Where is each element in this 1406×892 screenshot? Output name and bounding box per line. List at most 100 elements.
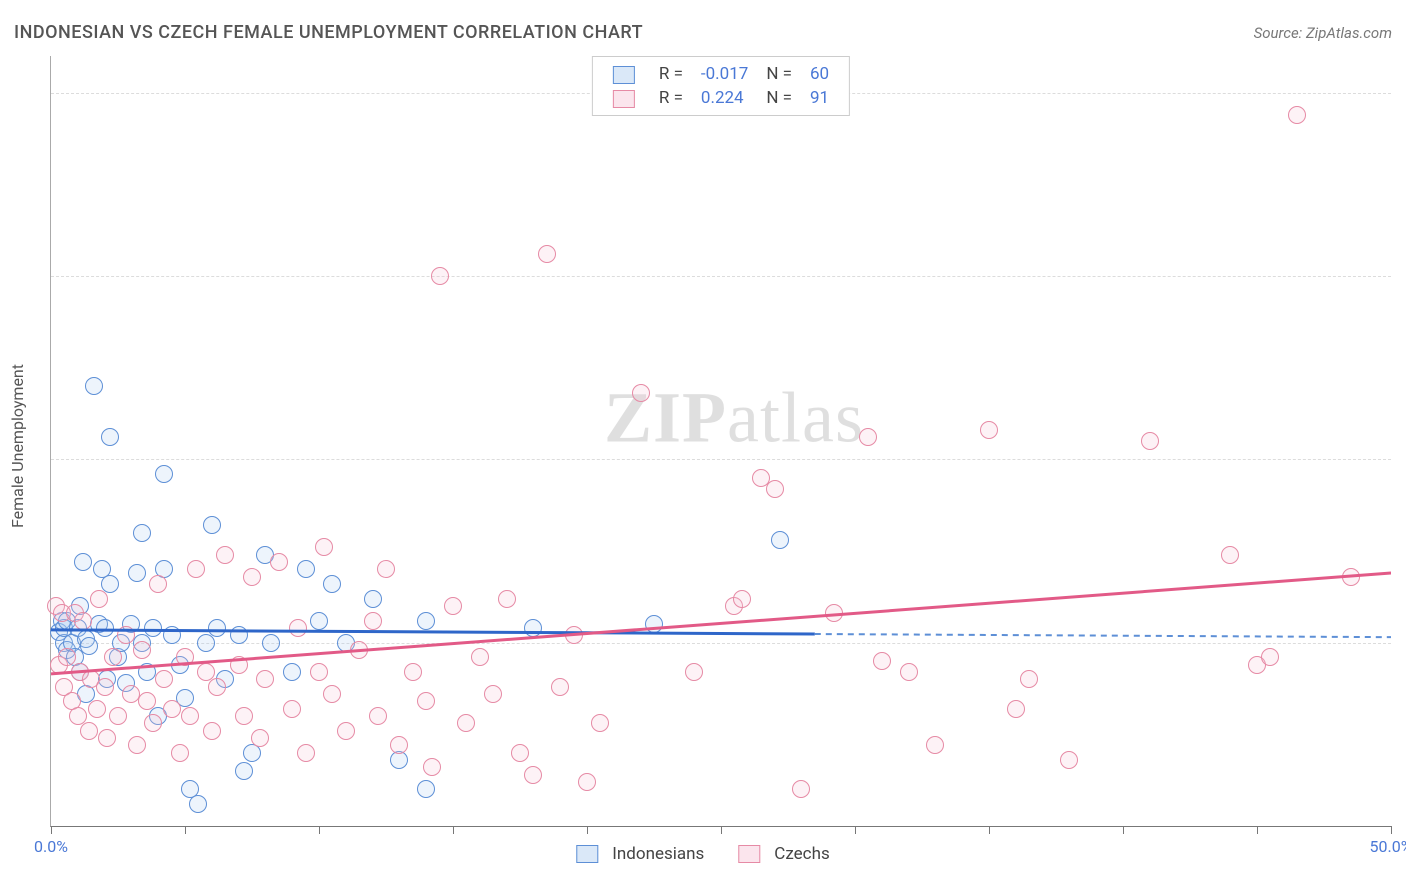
data-point	[283, 700, 301, 718]
data-point	[350, 641, 368, 659]
data-point	[337, 722, 355, 740]
gridline	[51, 643, 1391, 644]
data-point	[1261, 648, 1279, 666]
data-point	[117, 626, 135, 644]
data-point	[471, 648, 489, 666]
data-point	[926, 736, 944, 754]
data-point	[96, 619, 114, 637]
data-point	[1020, 670, 1038, 688]
gridline	[51, 459, 1391, 460]
data-point	[230, 626, 248, 644]
data-point	[390, 736, 408, 754]
data-point	[417, 780, 435, 798]
data-point	[96, 678, 114, 696]
x-tick	[185, 826, 186, 834]
x-tick	[587, 826, 588, 834]
data-point	[310, 663, 328, 681]
x-tick	[1257, 826, 1258, 834]
header-row: INDONESIAN VS CZECH FEMALE UNEMPLOYMENT …	[14, 22, 1392, 43]
data-point	[251, 729, 269, 747]
data-point	[632, 384, 650, 402]
data-point	[1342, 568, 1360, 586]
data-point	[431, 267, 449, 285]
data-point	[310, 612, 328, 630]
legend-n-label: N =	[758, 87, 800, 109]
legend-r-value: -0.017	[693, 63, 756, 85]
data-point	[323, 575, 341, 593]
x-tick	[319, 826, 320, 834]
data-point	[591, 714, 609, 732]
data-point	[289, 619, 307, 637]
data-point	[128, 564, 146, 582]
data-point	[208, 678, 226, 696]
data-point	[58, 648, 76, 666]
data-point	[230, 656, 248, 674]
data-point	[80, 722, 98, 740]
y-tick-label: 5.0%	[1397, 633, 1406, 652]
data-point	[203, 722, 221, 740]
data-point	[1288, 106, 1306, 124]
data-point	[74, 612, 92, 630]
data-point	[423, 758, 441, 776]
data-point	[1060, 751, 1078, 769]
data-point	[417, 692, 435, 710]
y-axis-label: Female Unemployment	[8, 364, 27, 528]
data-point	[262, 634, 280, 652]
data-point	[1007, 700, 1025, 718]
data-point	[133, 641, 151, 659]
data-point	[144, 714, 162, 732]
legend-row: R =-0.017N =60	[605, 63, 837, 85]
x-tick	[1123, 826, 1124, 834]
data-point	[90, 590, 108, 608]
data-point	[171, 744, 189, 762]
data-point	[109, 707, 127, 725]
data-point	[176, 648, 194, 666]
data-point	[792, 780, 810, 798]
data-point	[187, 560, 205, 578]
data-point	[144, 619, 162, 637]
y-tick-label: 20.0%	[1397, 83, 1406, 102]
correlation-legend: R =-0.017N =60R =0.224N =91	[592, 56, 850, 116]
data-point	[524, 619, 542, 637]
x-tick-label: 0.0%	[34, 837, 68, 856]
data-point	[369, 707, 387, 725]
data-point	[511, 744, 529, 762]
data-point	[900, 663, 918, 681]
data-point	[149, 575, 167, 593]
legend-n-value: 91	[802, 87, 837, 109]
chart-title: INDONESIAN VS CZECH FEMALE UNEMPLOYMENT …	[14, 22, 643, 43]
data-point	[484, 685, 502, 703]
data-point	[551, 678, 569, 696]
data-point	[364, 612, 382, 630]
x-tick	[453, 826, 454, 834]
data-point	[128, 736, 146, 754]
data-point	[685, 663, 703, 681]
y-tick-label: 15.0%	[1397, 267, 1406, 286]
scatter-plot-area: ZIPatlas R =-0.017N =60R =0.224N =91 5.0…	[50, 56, 1391, 827]
data-point	[235, 762, 253, 780]
data-point	[203, 516, 221, 534]
data-point	[457, 714, 475, 732]
data-point	[766, 480, 784, 498]
data-point	[323, 685, 341, 703]
data-point	[733, 590, 751, 608]
data-point	[859, 428, 877, 446]
data-point	[133, 524, 151, 542]
x-tick	[721, 826, 722, 834]
data-point	[645, 615, 663, 633]
data-point	[88, 700, 106, 718]
data-point	[825, 604, 843, 622]
legend-series-label: Indonesians	[612, 844, 704, 864]
data-point	[364, 590, 382, 608]
data-point	[297, 560, 315, 578]
data-point	[98, 729, 116, 747]
data-point	[315, 538, 333, 556]
legend-n-label: N =	[758, 63, 800, 85]
data-point	[138, 692, 156, 710]
data-point	[104, 648, 122, 666]
data-point	[216, 546, 234, 564]
x-tick	[51, 826, 52, 834]
data-point	[189, 795, 207, 813]
data-point	[163, 626, 181, 644]
legend-n-value: 60	[802, 63, 837, 85]
